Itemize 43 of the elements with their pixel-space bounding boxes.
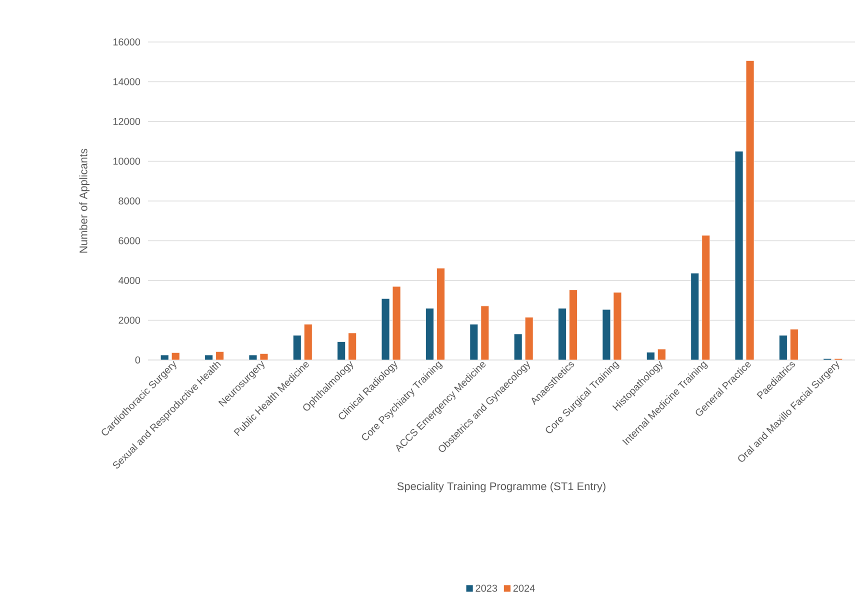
y-tick-label: 12000 [113, 118, 140, 126]
y-axis-title: Number of Applicants [79, 148, 90, 253]
x-axis-title: Speciality Training Programme (ST1 Entry) [397, 482, 606, 492]
bar [216, 351, 224, 360]
bar [558, 308, 566, 360]
bar [514, 334, 522, 360]
bar [646, 352, 655, 360]
legend-label: 2024 [513, 584, 535, 592]
y-tick-label: 4000 [118, 276, 140, 284]
y-tick-label: 16000 [113, 38, 140, 46]
bar [702, 235, 710, 360]
bar [260, 353, 268, 360]
bar [304, 324, 312, 360]
bar [470, 324, 478, 360]
bar [657, 348, 666, 360]
bar [524, 317, 534, 360]
bar [602, 309, 611, 360]
bar [746, 60, 754, 360]
bar [436, 268, 445, 360]
y-tick-label: 6000 [118, 237, 140, 244]
y-tick-label: 0 [135, 356, 140, 364]
bar [337, 342, 346, 360]
bar [613, 292, 622, 360]
bar [790, 328, 798, 360]
y-tick-label: 2000 [118, 316, 140, 324]
bar [292, 335, 302, 360]
bar [480, 306, 490, 360]
bar [392, 286, 401, 360]
bar [426, 308, 434, 360]
bar [348, 332, 357, 360]
legend-label: 2023 [476, 584, 498, 592]
bar [171, 352, 180, 360]
bar [690, 272, 700, 360]
bar [569, 290, 578, 360]
bar [204, 354, 213, 360]
bar [734, 151, 744, 360]
bar [160, 354, 169, 360]
y-tick-label: 8000 [118, 197, 140, 205]
y-tick-label: 10000 [113, 158, 140, 165]
bar [248, 354, 258, 360]
bar [779, 335, 788, 360]
y-tick-label: 14000 [113, 78, 140, 86]
bar [381, 298, 390, 360]
